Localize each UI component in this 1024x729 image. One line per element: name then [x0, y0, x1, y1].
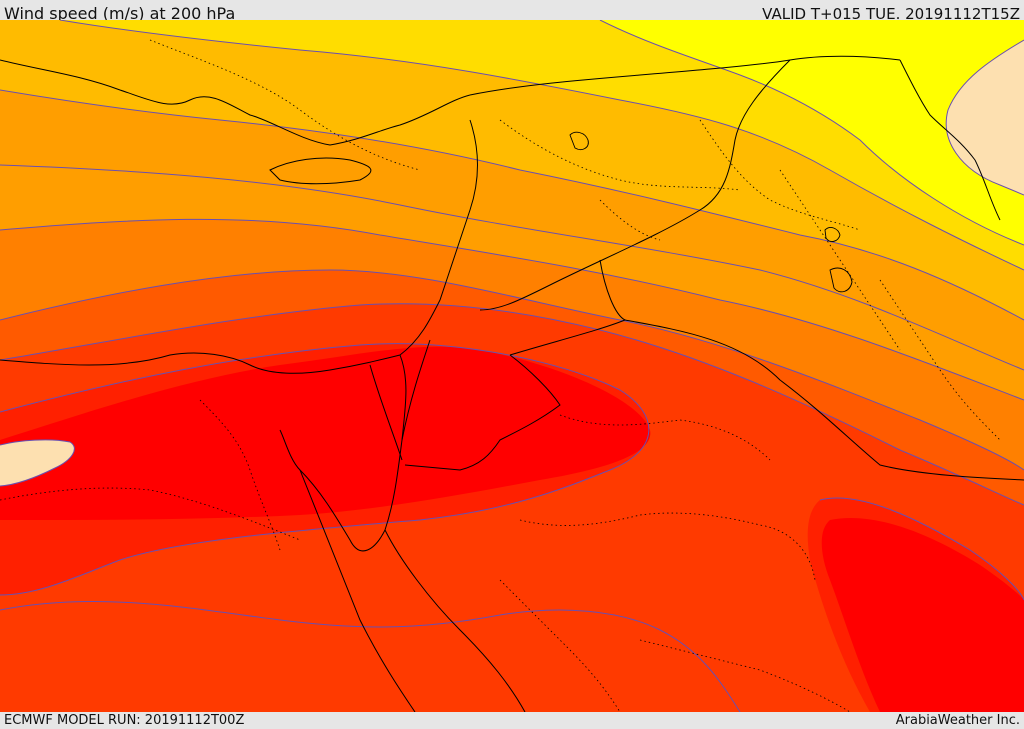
map-title: Wind speed (m/s) at 200 hPa: [4, 4, 236, 23]
header-bar: Wind speed (m/s) at 200 hPa VALID T+015 …: [0, 0, 1024, 23]
model-run: ECMWF MODEL RUN: 20191112T00Z: [4, 713, 245, 728]
wind-speed-map: [0, 20, 1024, 712]
band-yellow: [600, 20, 1024, 245]
band-red-orange-south: [0, 601, 740, 712]
coastlines: [0, 59, 526, 712]
isotach-lines: [0, 20, 1024, 712]
political-borders: [369, 55, 1024, 481]
footer-bar: ECMWF MODEL RUN: 20191112T00Z ArabiaWeat…: [0, 712, 1024, 729]
band-peach-west: [0, 439, 75, 486]
lakes: [569, 131, 853, 293]
band-deep-red: [0, 346, 651, 520]
band-peach-ne: [946, 40, 1024, 195]
band-deep-red-east: [821, 518, 1024, 712]
credit-text: ArabiaWeather Inc.: [895, 713, 1020, 728]
map-canvas: [0, 20, 1024, 712]
valid-time: VALID T+015 TUE. 20191112T15Z: [762, 5, 1020, 23]
regional-boundaries: [0, 39, 1001, 712]
